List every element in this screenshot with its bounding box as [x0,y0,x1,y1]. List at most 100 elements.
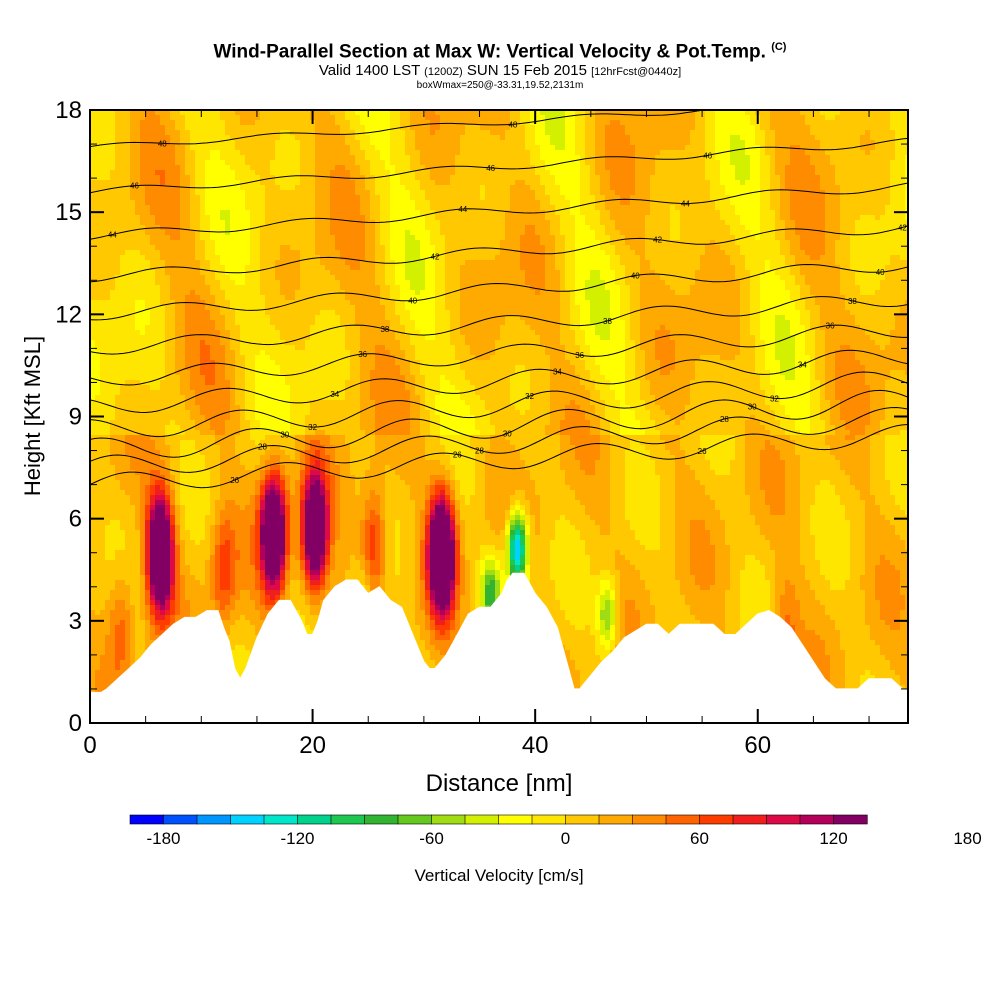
field-cell [225,235,231,241]
field-cell [105,340,111,346]
field-cell [210,370,216,376]
field-cell [195,145,201,151]
field-cell [175,605,181,611]
field-cell [95,575,101,581]
field-cell [100,220,106,226]
field-cell [125,570,131,576]
field-cell [125,590,131,596]
field-cell [145,385,151,391]
field-cell [125,510,131,516]
field-cell [140,260,146,266]
field-cell [115,565,121,571]
field-cell [135,280,141,286]
field-cell [195,550,201,556]
field-cell [180,135,186,141]
field-cell [205,325,211,331]
field-cell [100,115,106,121]
field-cell [135,150,141,156]
field-cell [100,525,106,531]
field-cell [105,375,111,381]
field-cell [155,125,161,131]
field-cell [195,270,201,276]
field-cell [95,410,101,416]
field-cell [145,615,151,621]
field-cell [140,465,146,471]
field-cell [105,300,111,306]
field-cell [150,575,156,581]
field-cell [140,475,146,481]
field-cell [120,205,126,211]
field-cell [150,265,156,271]
field-cell [230,145,236,151]
field-cell [185,180,191,186]
field-cell [110,305,116,311]
field-cell [215,160,221,166]
field-cell [175,150,181,156]
field-cell [210,505,216,511]
field-cell [140,220,146,226]
field-cell [210,605,216,611]
field-cell [165,410,171,416]
field-cell [230,490,236,496]
field-cell [145,145,151,151]
field-cell [115,550,121,556]
field-cell [190,385,196,391]
field-cell [125,575,131,581]
field-cell [145,250,151,256]
field-cell [170,210,176,216]
field-cell [230,515,236,521]
field-cell [115,165,121,171]
field-cell [200,585,206,591]
field-cell [120,475,126,481]
field-cell [210,145,216,151]
field-cell [100,555,106,561]
field-cell [220,290,226,296]
field-cell [130,130,136,136]
field-cell [170,270,176,276]
field-cell [140,620,146,626]
field-cell [120,260,126,266]
field-cell [115,260,121,266]
field-cell [125,250,131,256]
field-cell [220,420,226,426]
field-cell [210,295,216,301]
field-cell [160,410,166,416]
field-cell [225,600,231,606]
field-cell [230,285,236,291]
field-cell [130,485,136,491]
field-cell [160,210,166,216]
field-cell [215,535,221,541]
field-cell [170,215,176,221]
field-cell [225,325,231,331]
field-cell [190,550,196,556]
field-cell [100,675,106,681]
field-cell [100,255,106,261]
field-cell [130,570,136,576]
field-cell [150,625,156,631]
field-cell [100,430,106,436]
field-cell [150,135,156,141]
field-cell [130,465,136,471]
field-cell [180,275,186,281]
field-cell [105,660,111,666]
field-cell [195,380,201,386]
field-cell [180,195,186,201]
field-cell [135,450,141,456]
field-cell [160,595,166,601]
field-cell [220,405,226,411]
field-cell [100,365,106,371]
field-cell [115,555,121,561]
field-cell [165,350,171,356]
field-cell [130,540,136,546]
field-cell [190,510,196,516]
field-cell [170,385,176,391]
field-cell [150,155,156,161]
field-cell [215,200,221,206]
field-cell [205,280,211,286]
field-cell [175,175,181,181]
field-cell [200,500,206,506]
field-cell [205,175,211,181]
field-cell [170,585,176,591]
field-cell [185,235,191,241]
field-cell [130,555,136,561]
